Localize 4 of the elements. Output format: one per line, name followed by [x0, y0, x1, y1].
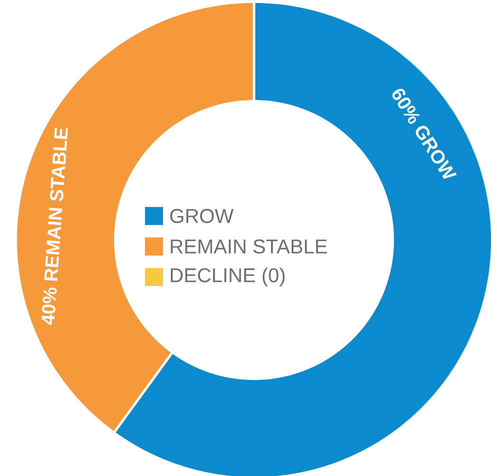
legend-label: GROW	[170, 208, 234, 224]
legend-label: REMAIN STABLE	[170, 239, 327, 254]
legend-label: DECLINE (0)	[170, 268, 285, 286]
data-label: 40% REMAIN STABLE	[41, 128, 68, 325]
